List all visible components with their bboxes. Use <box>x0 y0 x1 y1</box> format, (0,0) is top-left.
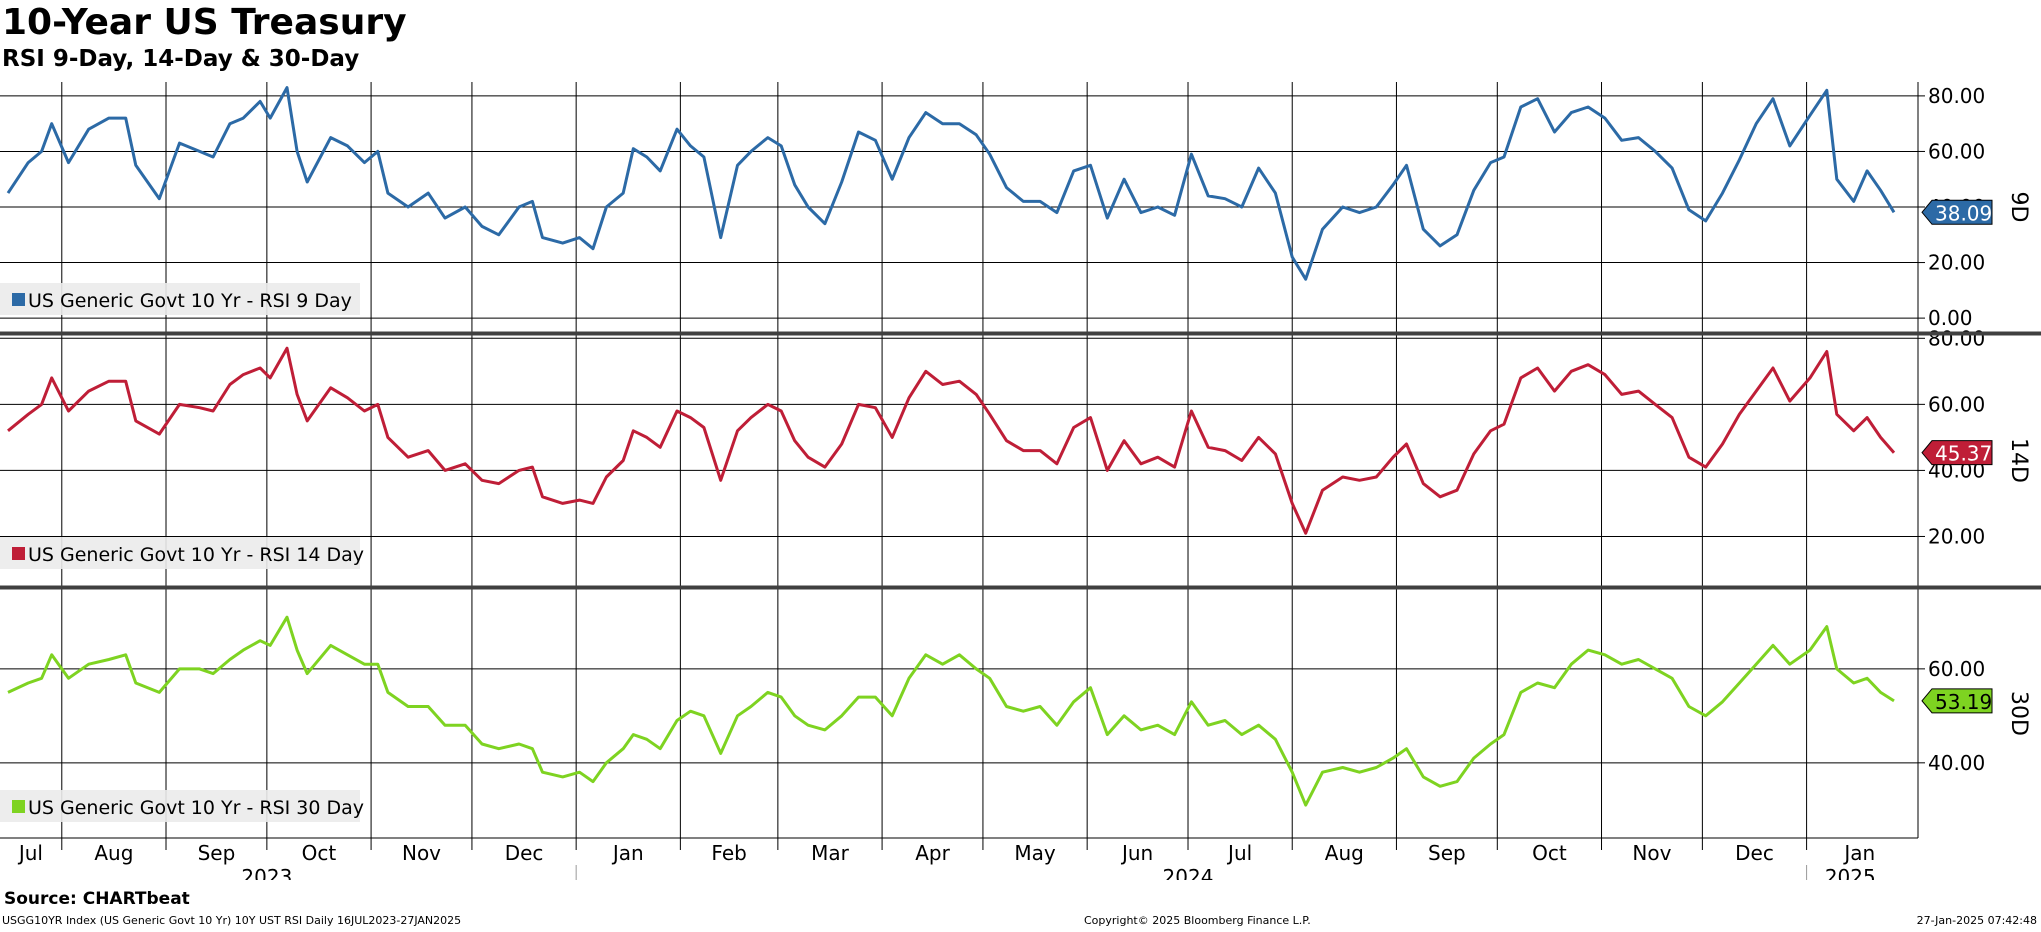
x-month-label: Jan <box>1842 841 1875 865</box>
x-month-label: Feb <box>711 841 746 865</box>
legend-label: US Generic Govt 10 Yr - RSI 9 Day <box>28 290 352 312</box>
x-month-label: Jul <box>1226 841 1252 865</box>
x-month-label: Sep <box>1428 841 1466 865</box>
y-tick-label: 60.00 <box>1928 657 1985 681</box>
y-tick-label: 0.00 <box>1928 306 1973 330</box>
timestamp: 27-Jan-2025 07:42:48 <box>1916 914 2037 927</box>
legend-label: US Generic Govt 10 Yr - RSI 14 Day <box>28 544 364 566</box>
legend-swatch <box>12 800 25 813</box>
chart-title: 10-Year US Treasury <box>2 2 407 43</box>
x-month-label: Aug <box>1325 841 1364 865</box>
y-tick-label: 40.00 <box>1928 751 1985 775</box>
x-year-label: 2024 <box>1163 865 1214 880</box>
legend-swatch <box>12 547 25 560</box>
x-month-label: Jun <box>1120 841 1153 865</box>
legend-label: US Generic Govt 10 Yr - RSI 30 Day <box>28 797 364 819</box>
x-year-label: 2023 <box>241 865 292 880</box>
last-value-label: 53.19 <box>1935 690 1992 714</box>
series-line-14d <box>7 346 1896 535</box>
panel-axis-label: 14D <box>2006 438 2031 483</box>
copyright-note: Copyright© 2025 Bloomberg Finance L.P. <box>1084 914 1311 927</box>
last-value-tag <box>1921 688 1993 714</box>
y-tick-label: 20.00 <box>1928 251 1985 275</box>
y-tick-label: 60.00 <box>1928 139 1985 163</box>
x-month-label: Oct <box>1532 841 1567 865</box>
x-month-label: Apr <box>915 841 950 865</box>
x-month-label: Jul <box>17 841 43 865</box>
x-month-label: Jan <box>611 841 644 865</box>
panel-axis-label: 9D <box>2006 192 2031 223</box>
legend-box <box>0 283 360 315</box>
y-tick-label: 60.00 <box>1928 392 1985 416</box>
y-tick-label: 80.00 <box>1928 84 1985 108</box>
x-month-label: Sep <box>198 841 236 865</box>
x-month-label: Mar <box>811 841 850 865</box>
rsi-chart: 0.00 20.00 40.00 60.00 80.00 38.09 9D US Generi… <box>0 82 2041 880</box>
ticker-info: USGG10YR Index (US Generic Govt 10 Yr) 1… <box>2 914 462 927</box>
x-month-label: Oct <box>302 841 337 865</box>
last-value-tag <box>1921 440 1993 466</box>
chart-subtitle: RSI 9-Day, 14-Day & 30-Day <box>2 46 360 72</box>
series-line-30d <box>7 615 1895 807</box>
x-month-label: Nov <box>1632 841 1671 865</box>
legend-box <box>0 790 360 822</box>
last-value-label: 38.09 <box>1935 201 1992 225</box>
x-month-label: May <box>1014 841 1056 865</box>
x-year-label: 2025 <box>1825 865 1876 880</box>
y-tick-label: 80.00 <box>1928 326 1985 350</box>
legend-swatch <box>12 293 25 306</box>
x-month-label: Dec <box>505 841 544 865</box>
panel-axis-label: 30D <box>2006 691 2031 736</box>
last-value-label: 45.37 <box>1935 442 1992 466</box>
last-value-tag <box>1921 199 1993 225</box>
x-month-label: Nov <box>402 841 441 865</box>
x-month-label: Aug <box>94 841 133 865</box>
source-note: Source: CHARTbeat <box>4 889 190 909</box>
x-month-label: Dec <box>1735 841 1774 865</box>
legend-box <box>0 537 360 569</box>
y-tick-label: 20.00 <box>1928 524 1985 548</box>
series-line-9d <box>6 86 1896 281</box>
